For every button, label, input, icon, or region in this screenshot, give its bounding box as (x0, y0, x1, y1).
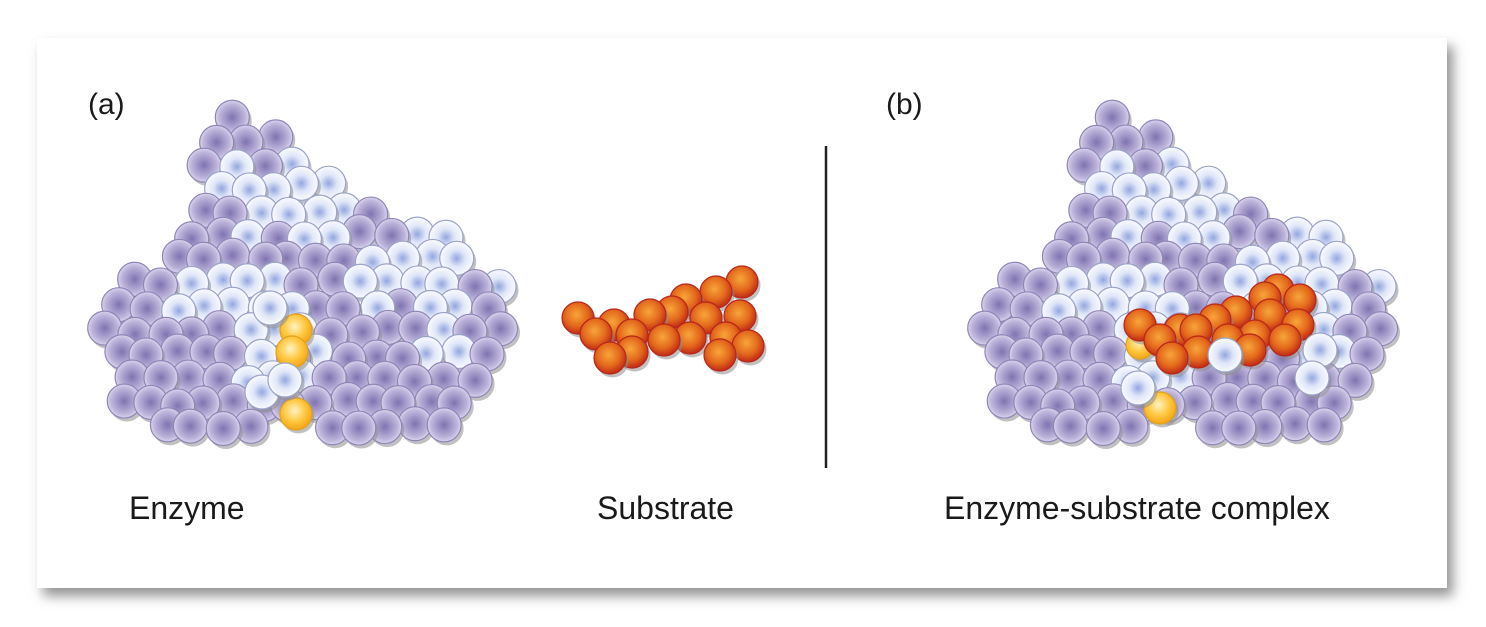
enzyme-residue (1221, 410, 1257, 446)
substrate-molecule (561, 265, 767, 378)
enzyme-residue-light (252, 290, 288, 326)
substrate-atom (703, 338, 737, 372)
enzyme-molecule (87, 99, 521, 450)
panel-a-label: (a) (88, 88, 125, 121)
enzyme-caption: Enzyme (129, 490, 245, 526)
enzyme-residue (341, 410, 377, 446)
enzyme-residue-light (1207, 337, 1243, 373)
enzyme-residue (457, 362, 493, 398)
enzyme-residue (426, 407, 462, 443)
enzyme-substrate-complex (967, 99, 1401, 450)
enzyme-residue-light (342, 263, 378, 299)
enzyme-residue (1337, 362, 1373, 398)
enzyme-residue (1085, 410, 1121, 447)
enzyme-residue-light (1120, 370, 1156, 406)
enzyme-residue-light (267, 362, 303, 398)
enzyme-residue-light (1294, 360, 1330, 396)
enzyme-residue (205, 410, 241, 447)
enzyme-residue (1052, 408, 1089, 444)
substrate-atom (1155, 341, 1189, 375)
active-site-residue (279, 397, 313, 431)
enzyme-residue (1306, 407, 1342, 443)
substrate-caption: Substrate (597, 490, 734, 526)
enzyme-residue (172, 408, 209, 444)
panel-b-label: (b) (886, 88, 923, 121)
substrate-atom (593, 341, 627, 375)
substrate-atom (1268, 323, 1302, 357)
complex-caption: Enzyme-substrate complex (944, 490, 1330, 526)
substrate-atom (647, 323, 681, 357)
